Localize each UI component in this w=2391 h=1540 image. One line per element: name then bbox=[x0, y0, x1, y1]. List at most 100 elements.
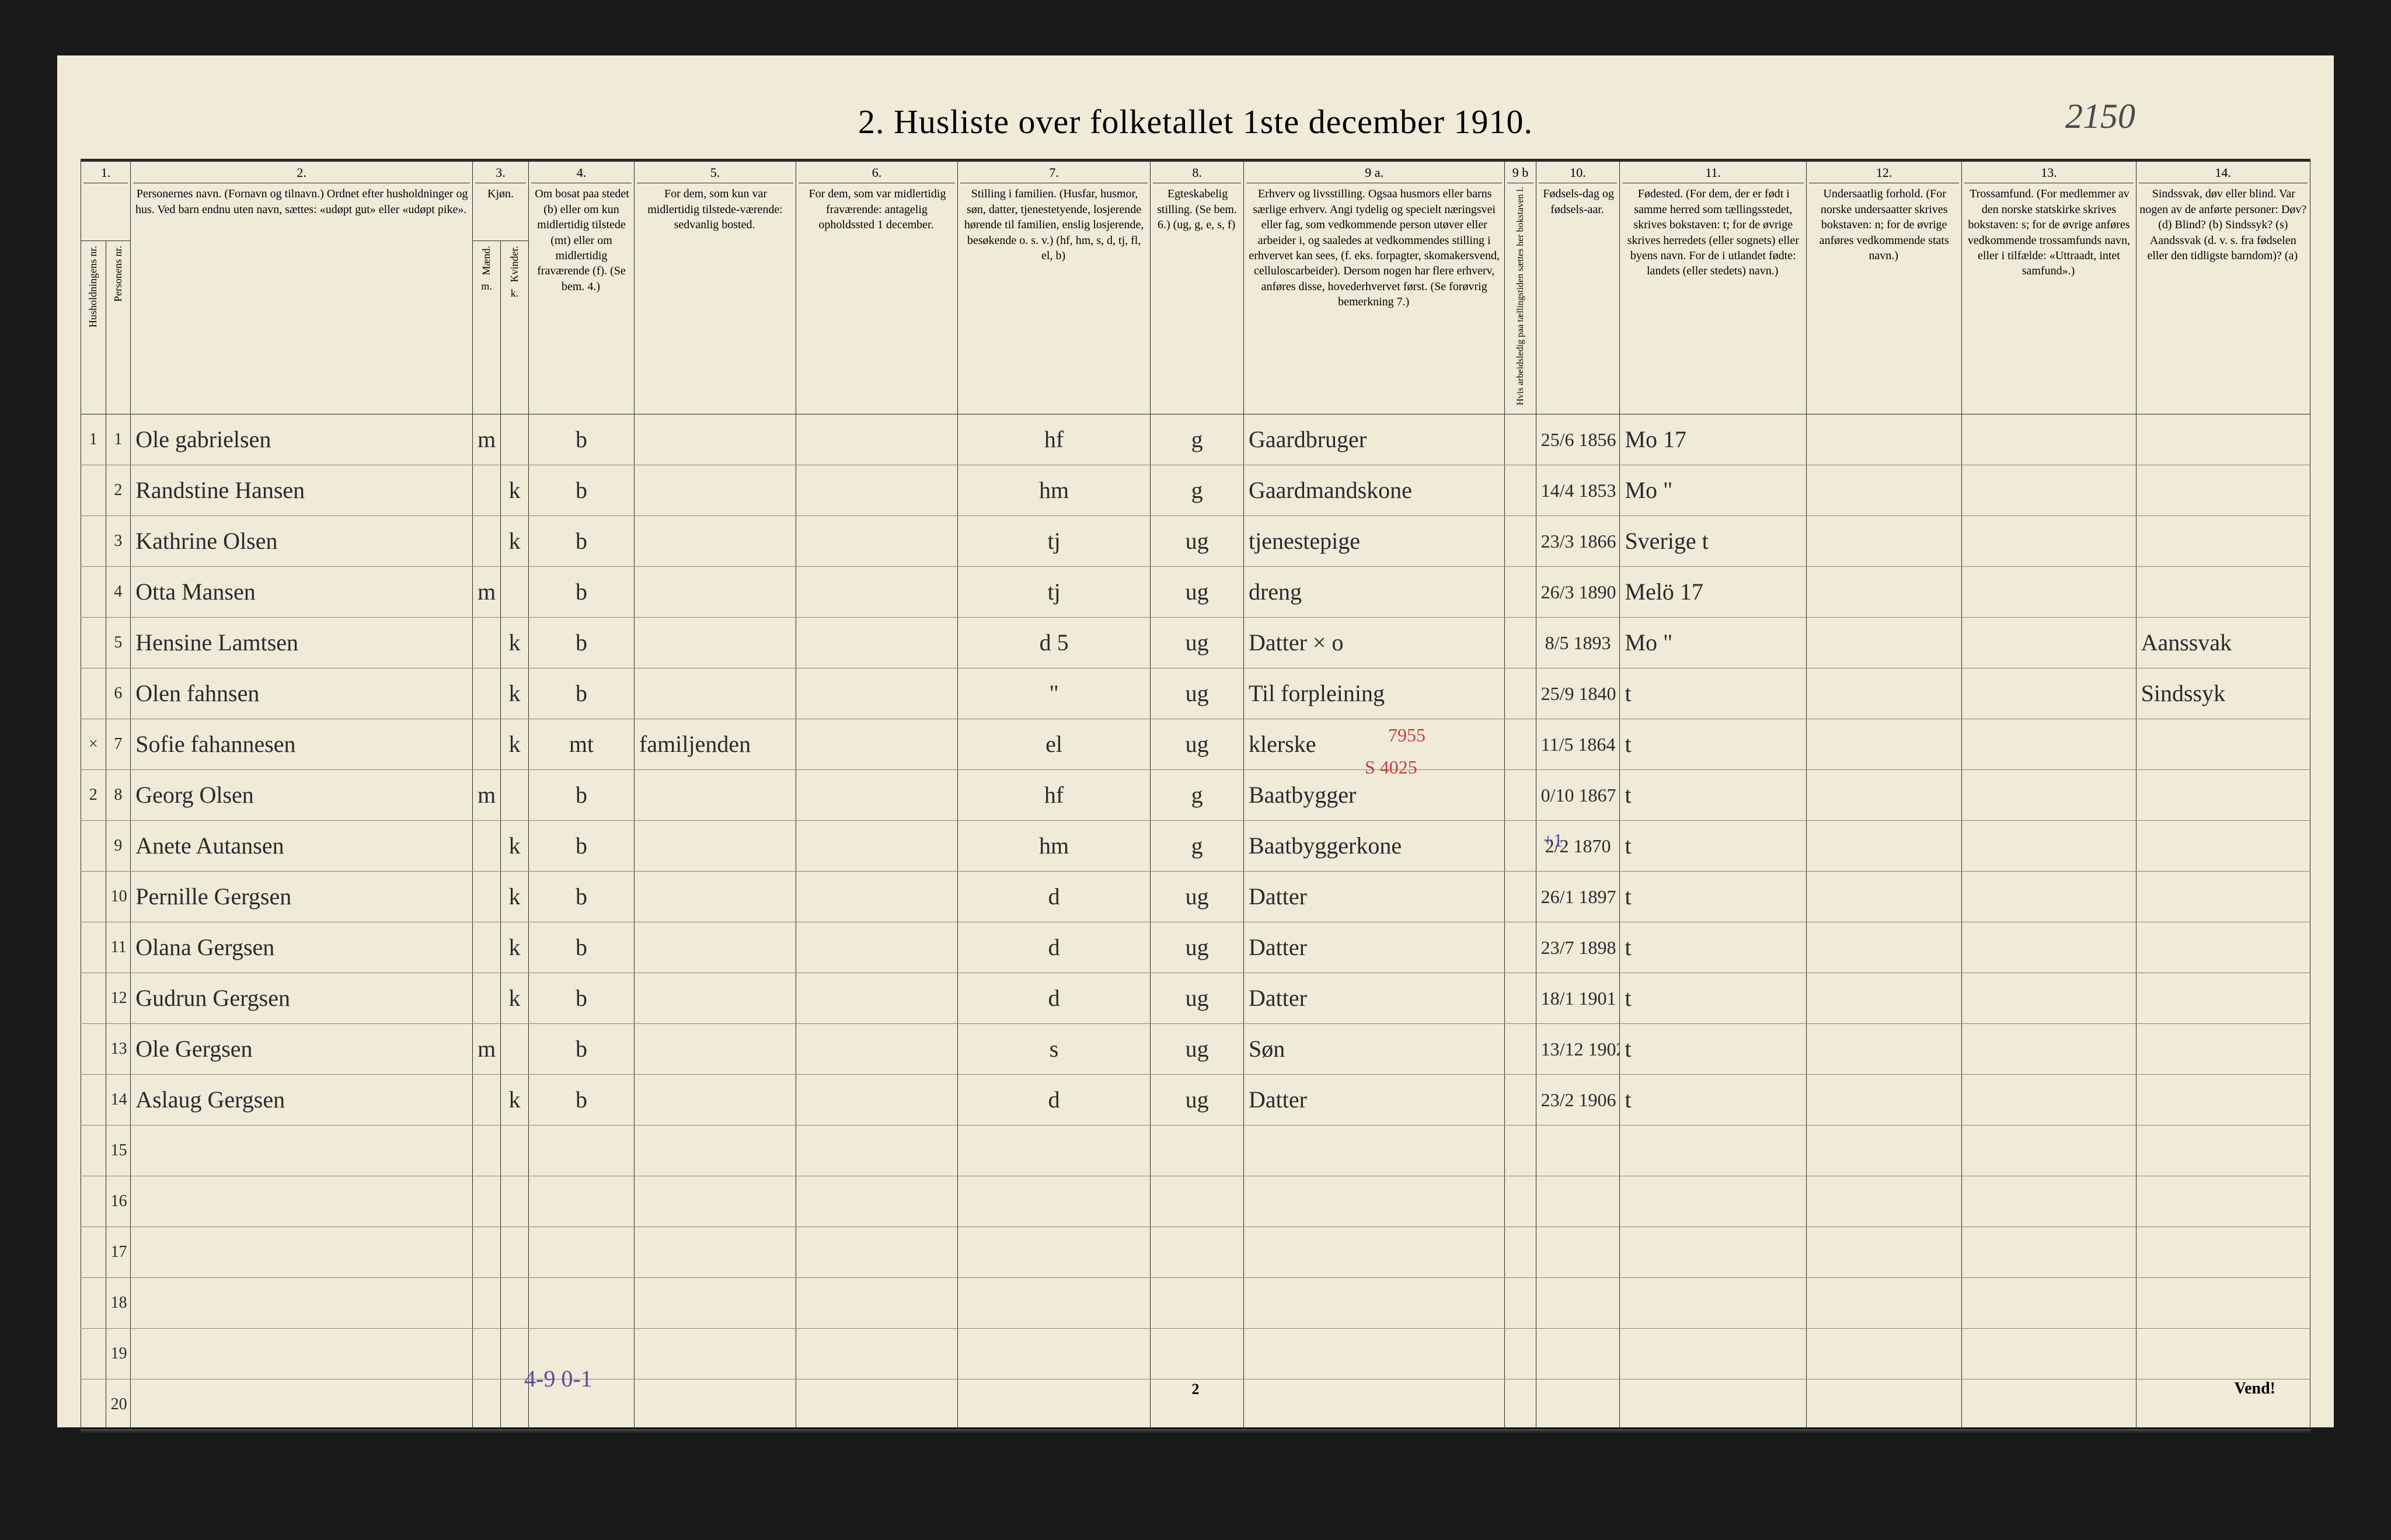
col-3a-sub: Mænd.m. bbox=[473, 241, 501, 414]
cell-fr bbox=[796, 1227, 958, 1277]
table-body: 11Ole gabrielsenmbhfgGaardbruger25/6 185… bbox=[81, 414, 2310, 1430]
cell-ts bbox=[1962, 465, 2136, 515]
cell-pn: 18 bbox=[106, 1277, 131, 1328]
cell-bos: b bbox=[528, 668, 634, 719]
cell-m bbox=[473, 820, 501, 871]
cell-bos: b bbox=[528, 1074, 634, 1125]
cell-fr bbox=[796, 414, 958, 465]
cell-fs: t bbox=[1620, 719, 1807, 769]
cell-pn: 2 bbox=[106, 465, 131, 515]
cell-fs: t bbox=[1620, 1023, 1807, 1074]
cell-pn: 17 bbox=[106, 1227, 131, 1277]
cell-m bbox=[473, 871, 501, 922]
cell-hh bbox=[81, 668, 106, 719]
cell-k: k bbox=[501, 668, 529, 719]
cell-fr bbox=[796, 973, 958, 1023]
cell-name: Gudrun Gergsen bbox=[131, 973, 473, 1023]
table-row: 3Kathrine Olsenkbtjugtjenestepige23/3 18… bbox=[81, 515, 2310, 566]
cell-k bbox=[501, 566, 529, 617]
cell-us bbox=[1807, 566, 1962, 617]
cell-al bbox=[1505, 1125, 1536, 1176]
cell-name: Anete Autansen bbox=[131, 820, 473, 871]
cell-fs: Mo " bbox=[1620, 617, 1807, 668]
cell-mt bbox=[635, 617, 796, 668]
cell-ss bbox=[2136, 871, 2310, 922]
cell-fd bbox=[1536, 1176, 1620, 1227]
cell-hh bbox=[81, 1379, 106, 1430]
blue-annotation: +1 bbox=[1543, 830, 1563, 851]
cell-ts bbox=[1962, 973, 2136, 1023]
cell-fs: Mo 17 bbox=[1620, 414, 1807, 465]
cell-al bbox=[1505, 1023, 1536, 1074]
cell-m bbox=[473, 973, 501, 1023]
cell-m bbox=[473, 1277, 501, 1328]
cell-bos: b bbox=[528, 973, 634, 1023]
col-11-head: 11.Fødested. (For dem, der er født i sam… bbox=[1620, 162, 1807, 414]
cell-fs: Sverige t bbox=[1620, 515, 1807, 566]
cell-al bbox=[1505, 1328, 1536, 1379]
cell-pn: 6 bbox=[106, 668, 131, 719]
col-3b-sub: Kvinder.k. bbox=[501, 241, 529, 414]
cell-fam: s bbox=[957, 1023, 1150, 1074]
cell-hh bbox=[81, 617, 106, 668]
cell-name bbox=[131, 1176, 473, 1227]
cell-erhv: tjenestepige bbox=[1243, 515, 1504, 566]
cell-m: m bbox=[473, 1023, 501, 1074]
cell-name bbox=[131, 1125, 473, 1176]
col-1b-sub: Personens nr. bbox=[106, 241, 131, 414]
census-page: 2150 2. Husliste over folketallet 1ste d… bbox=[57, 55, 2334, 1427]
col-6-head: 6.For dem, som var midlertidig fraværend… bbox=[796, 162, 958, 414]
cell-fam: hm bbox=[957, 820, 1150, 871]
cell-fr bbox=[796, 719, 958, 769]
cell-ts bbox=[1962, 1074, 2136, 1125]
cell-al bbox=[1505, 719, 1536, 769]
cell-egt bbox=[1151, 1277, 1244, 1328]
col-7-head: 7.Stilling i familien. (Husfar, husmor, … bbox=[957, 162, 1150, 414]
cell-fd: 25/6 1856 bbox=[1536, 414, 1620, 465]
cell-fs: t bbox=[1620, 922, 1807, 973]
cell-fam bbox=[957, 1176, 1150, 1227]
cell-mt bbox=[635, 1379, 796, 1430]
cell-fs bbox=[1620, 1328, 1807, 1379]
cell-egt: ug bbox=[1151, 871, 1244, 922]
cell-ss bbox=[2136, 922, 2310, 973]
cell-name: Pernille Gergsen bbox=[131, 871, 473, 922]
cell-m bbox=[473, 1328, 501, 1379]
cell-ss bbox=[2136, 1328, 2310, 1379]
cell-pn: 14 bbox=[106, 1074, 131, 1125]
cell-us bbox=[1807, 922, 1962, 973]
cell-mt bbox=[635, 973, 796, 1023]
cell-erhv: Gaardmandskone bbox=[1243, 465, 1504, 515]
col-8-head: 8.Egteskabelig stilling. (Se bem. 6.) (u… bbox=[1151, 162, 1244, 414]
cell-ts bbox=[1962, 1125, 2136, 1176]
cell-pn: 15 bbox=[106, 1125, 131, 1176]
cell-fd bbox=[1536, 1277, 1620, 1328]
cell-egt bbox=[1151, 1125, 1244, 1176]
cell-name bbox=[131, 1227, 473, 1277]
cell-egt: ug bbox=[1151, 515, 1244, 566]
cell-fs: t bbox=[1620, 668, 1807, 719]
cell-erhv: Datter bbox=[1243, 922, 1504, 973]
cell-mt bbox=[635, 1277, 796, 1328]
cell-fam: " bbox=[957, 668, 1150, 719]
cell-bos: b bbox=[528, 871, 634, 922]
cell-ts bbox=[1962, 1176, 2136, 1227]
cell-pn: 19 bbox=[106, 1328, 131, 1379]
cell-us bbox=[1807, 1023, 1962, 1074]
cell-mt bbox=[635, 1125, 796, 1176]
table-row: ×7Sofie fahannesenkmtfamiljendenelugkler… bbox=[81, 719, 2310, 769]
cell-al bbox=[1505, 414, 1536, 465]
cell-pn: 12 bbox=[106, 973, 131, 1023]
col-9b-head: 9 bHvis arbeidsledig paa tællingstiden s… bbox=[1505, 162, 1536, 414]
cell-fd bbox=[1536, 1379, 1620, 1430]
cell-pn: 20 bbox=[106, 1379, 131, 1430]
cell-egt: ug bbox=[1151, 566, 1244, 617]
cell-ss bbox=[2136, 1176, 2310, 1227]
cell-ts bbox=[1962, 1023, 2136, 1074]
cell-ss bbox=[2136, 973, 2310, 1023]
cell-fs: t bbox=[1620, 769, 1807, 820]
cell-hh bbox=[81, 515, 106, 566]
cell-al bbox=[1505, 1176, 1536, 1227]
cell-egt: g bbox=[1151, 769, 1244, 820]
cell-fam bbox=[957, 1277, 1150, 1328]
